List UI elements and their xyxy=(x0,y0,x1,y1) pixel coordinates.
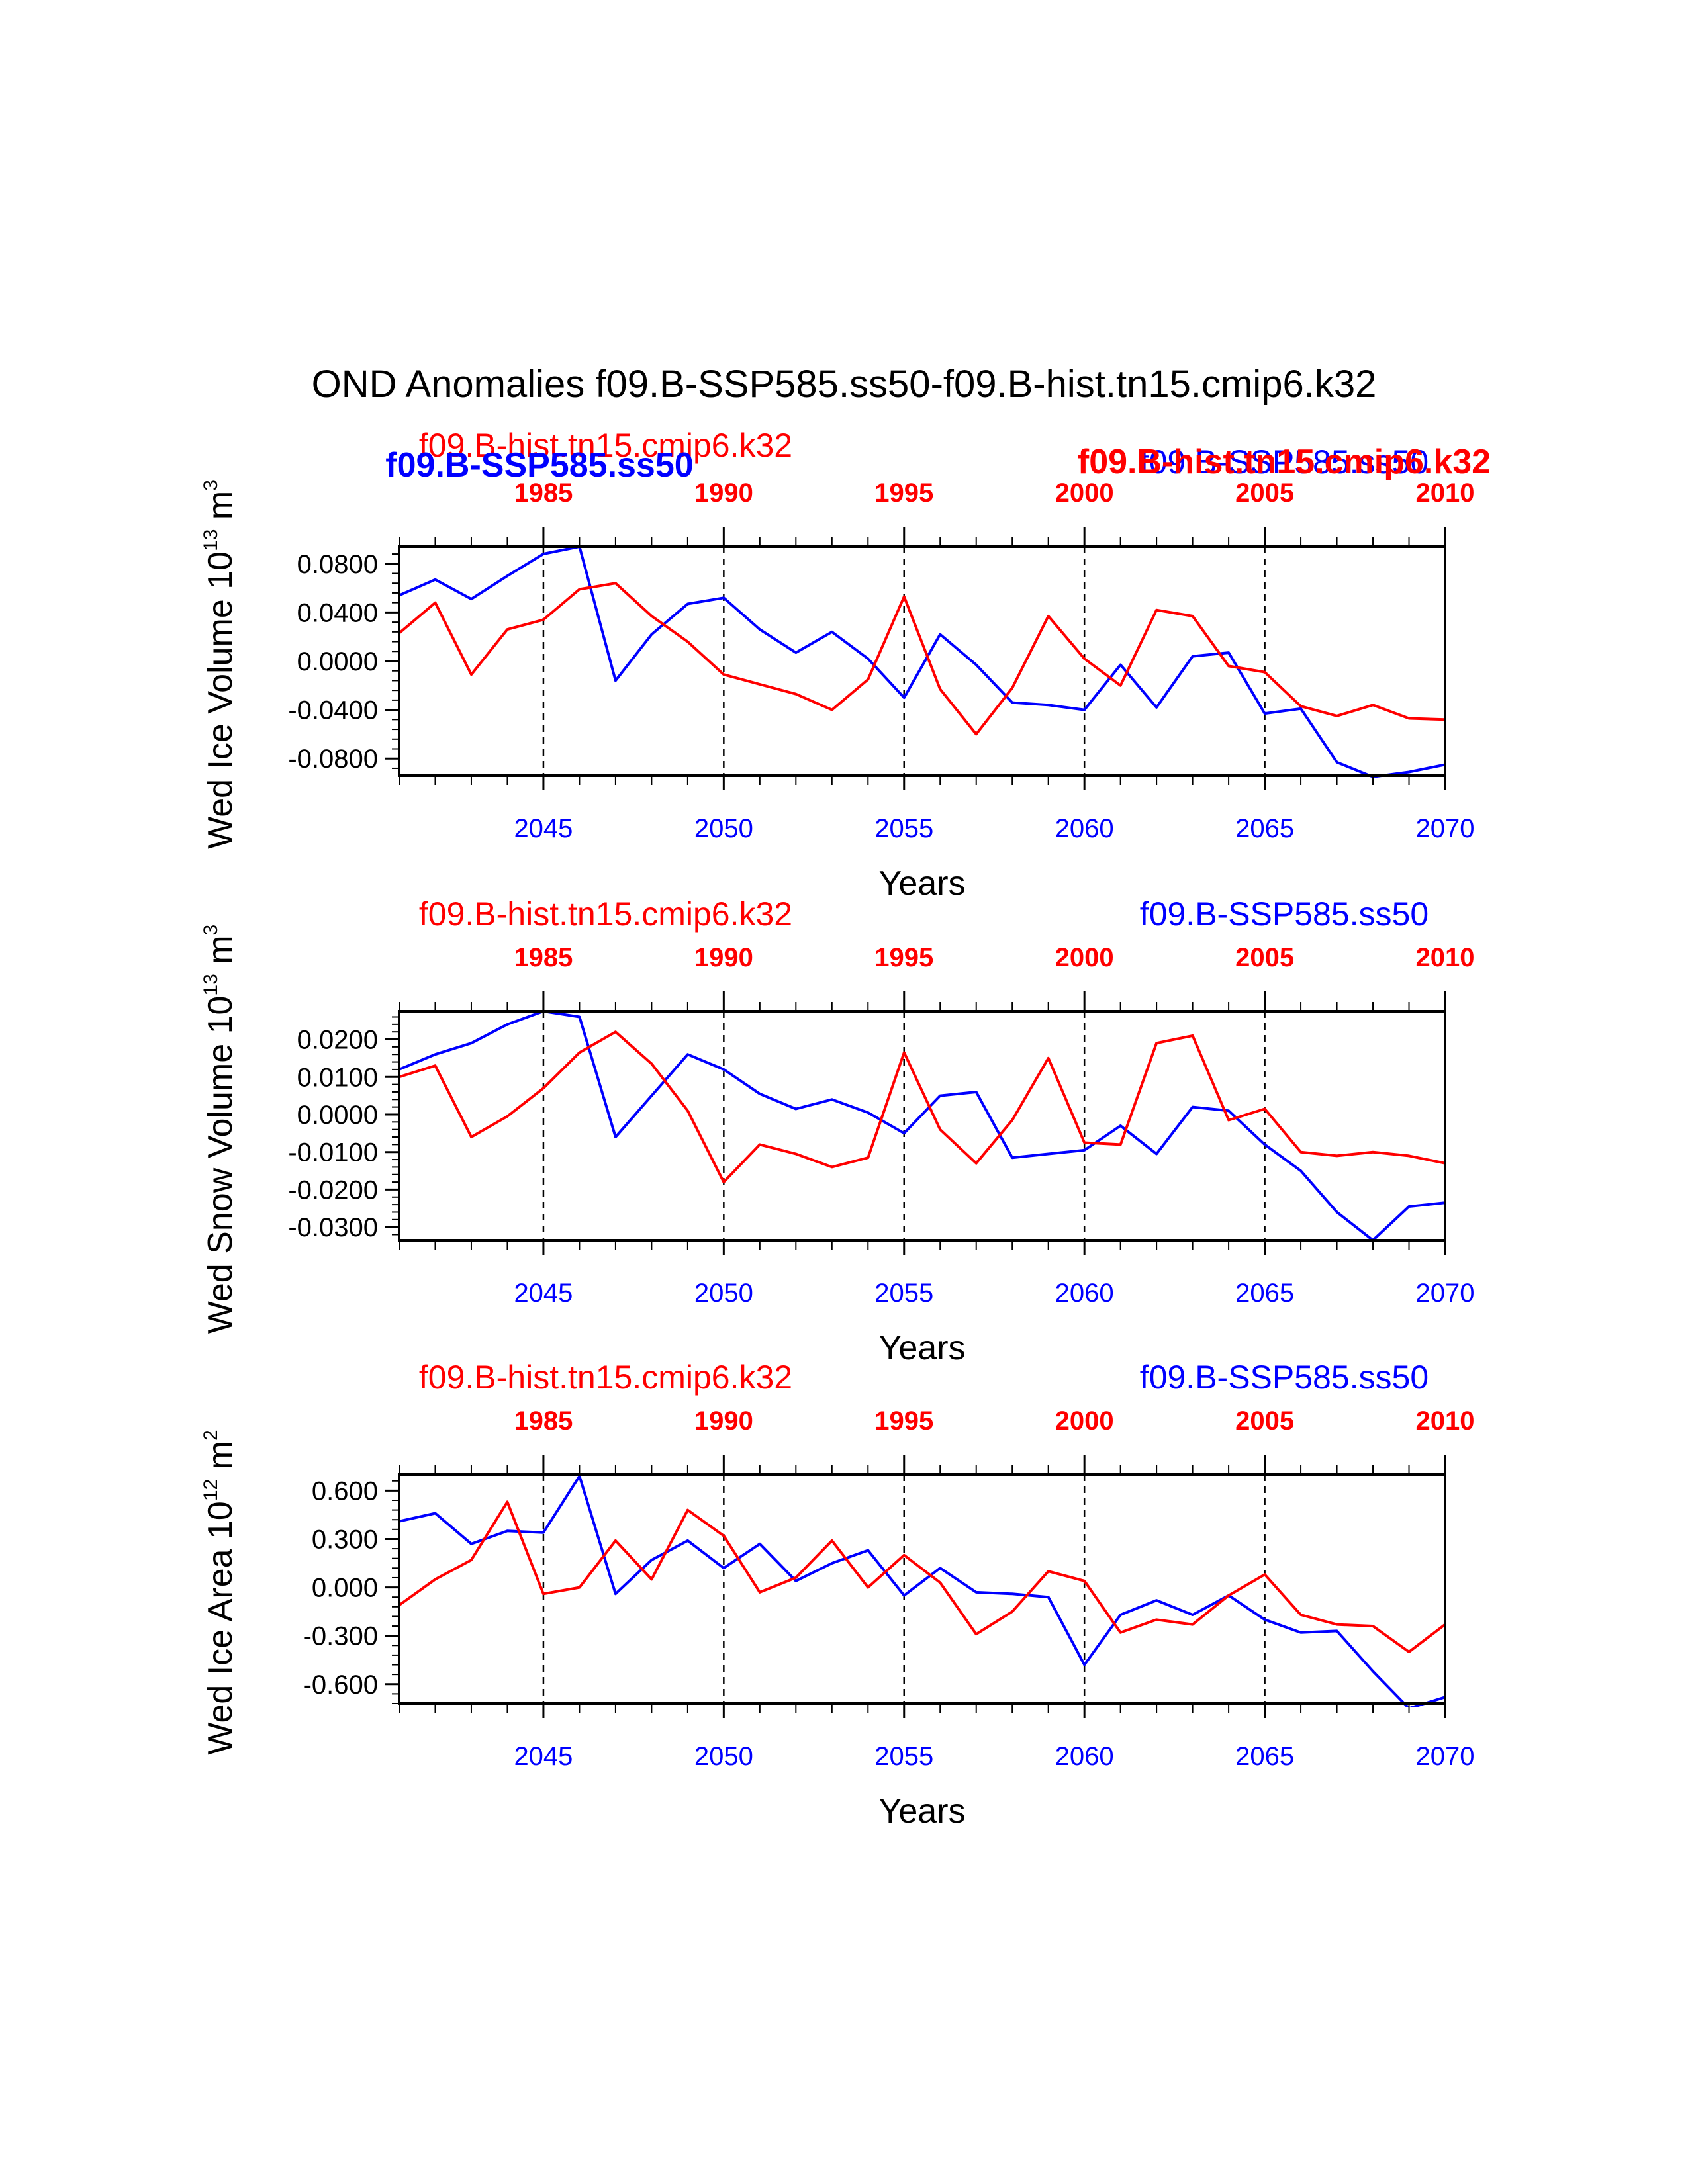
x-tick-label: 2055 xyxy=(874,1279,933,1308)
y-axis-label: Wed Ice Area 1012 m2 xyxy=(200,1430,240,1754)
hist-series-line xyxy=(399,1030,1445,1184)
y-tick-label: 0.0000 xyxy=(297,1101,378,1130)
top-tick-label: 2010 xyxy=(1416,478,1475,508)
y-tick-label: -0.300 xyxy=(303,1622,378,1651)
x-axis-label: Years xyxy=(878,1329,965,1367)
y-tick-label: 0.0200 xyxy=(297,1026,378,1055)
x-tick-label: 2045 xyxy=(514,1279,573,1308)
top-tick-label: 1995 xyxy=(874,478,933,508)
chart-panel-2: 0.0200 0.0100 0.0000 -0.0100 -0.0200 -0.0300 2… xyxy=(200,895,1474,1367)
x-tick-label: 2065 xyxy=(1235,814,1294,843)
top-tick-label: 1990 xyxy=(694,478,753,508)
top-tick-label: 1985 xyxy=(514,478,573,508)
top-tick-label: 2010 xyxy=(1416,943,1475,972)
x-tick-label: 2070 xyxy=(1416,1742,1475,1771)
y-tick-label: 0.0100 xyxy=(297,1063,378,1092)
ssp-series-line xyxy=(399,1010,1445,1242)
hist-run-label: f09.B-hist.tn15.cmip6.k32 xyxy=(419,895,792,933)
x-tick-label: 2065 xyxy=(1235,1742,1294,1771)
x-tick-label: 2060 xyxy=(1055,814,1114,843)
y-tick-label: 0.000 xyxy=(312,1574,378,1603)
y-axis-label: Wed Snow Volume 1013 m3 xyxy=(200,925,240,1334)
top-tick-label: 1995 xyxy=(874,943,933,972)
ssp-run-label: f09.B-SSP585.ss50 xyxy=(1140,895,1429,933)
plot-frame xyxy=(398,1473,1446,1705)
x-tick-label: 2060 xyxy=(1055,1279,1114,1308)
top-tick-label: 2005 xyxy=(1235,943,1294,972)
x-tick-label: 2070 xyxy=(1416,814,1475,843)
y-tick-label: -0.0300 xyxy=(288,1213,378,1242)
y-tick-label: 0.0000 xyxy=(297,647,378,676)
hist-run-label: f09.B-hist.tn15.cmip6.k32 xyxy=(419,1359,792,1396)
hist-run-label: f09.B-hist.tn15.cmip6.k32 xyxy=(419,427,792,464)
y-tick-label: 0.300 xyxy=(312,1525,378,1554)
top-tick-label: 2000 xyxy=(1055,1406,1114,1435)
top-tick-label: 1990 xyxy=(694,943,753,972)
top-tick-label: 1985 xyxy=(514,1406,573,1435)
x-tick-label: 2045 xyxy=(514,1742,573,1771)
y-tick-label: -0.0200 xyxy=(288,1175,378,1205)
y-tick-label: -0.600 xyxy=(303,1670,378,1700)
x-tick-label: 2060 xyxy=(1055,1742,1114,1771)
top-tick-label: 1985 xyxy=(514,943,573,972)
y-tick-label: -0.0400 xyxy=(288,696,378,725)
x-tick-label: 2050 xyxy=(694,1279,753,1308)
x-axis-label: Years xyxy=(878,864,965,903)
x-tick-label: 2065 xyxy=(1235,1279,1294,1308)
top-tick-label: 2000 xyxy=(1055,478,1114,508)
ssp-series-line xyxy=(399,1475,1445,1707)
top-tick-label: 2005 xyxy=(1235,478,1294,508)
ssp-run-label-bold: f09.B-SSP585.ss50 xyxy=(385,446,693,484)
top-tick-label: 1995 xyxy=(874,1406,933,1435)
y-tick-label: 0.600 xyxy=(312,1477,378,1506)
chart-panel-1: 0.0800 0.0400 0.0000 -0.0400 -0.0800 2045 2050… xyxy=(200,427,1491,903)
top-tick-label: 1990 xyxy=(694,1406,753,1435)
plot-frame xyxy=(398,1010,1446,1242)
y-tick-label: -0.0800 xyxy=(288,745,378,774)
x-tick-label: 2050 xyxy=(694,814,753,843)
top-tick-label: 2005 xyxy=(1235,1406,1294,1435)
x-tick-label: 2045 xyxy=(514,814,573,843)
hist-series-line xyxy=(399,1500,1445,1653)
x-tick-label: 2055 xyxy=(874,814,933,843)
x-tick-label: 2050 xyxy=(694,1742,753,1771)
top-tick-label: 2000 xyxy=(1055,943,1114,972)
hist-series-line xyxy=(399,582,1445,736)
ssp-run-label: f09.B-SSP585.ss50 xyxy=(1140,1359,1429,1396)
x-tick-label: 2070 xyxy=(1416,1279,1475,1308)
x-axis-label: Years xyxy=(878,1792,965,1831)
ssp-run-label: f09.B-SSP585.ss50 xyxy=(1140,443,1429,480)
y-tick-label: 0.0400 xyxy=(297,598,378,627)
y-axis-label: Wed Ice Volume 1013 m3 xyxy=(200,480,240,849)
top-tick-label: 2010 xyxy=(1416,1406,1475,1435)
y-tick-label: -0.0100 xyxy=(288,1138,378,1167)
hist-run-label-bold: f09.B-hist.tn15.cmip6.k32 xyxy=(1078,443,1491,481)
page-title: OND Anomalies f09.B-SSP585.ss50-f09.B-hi… xyxy=(312,363,1377,406)
y-tick-label: 0.0800 xyxy=(297,550,378,579)
chart-panel-3: 0.600 0.300 0.000 -0.300 -0.600 2045 2050 2055 2… xyxy=(200,1359,1474,1831)
x-tick-label: 2055 xyxy=(874,1742,933,1771)
